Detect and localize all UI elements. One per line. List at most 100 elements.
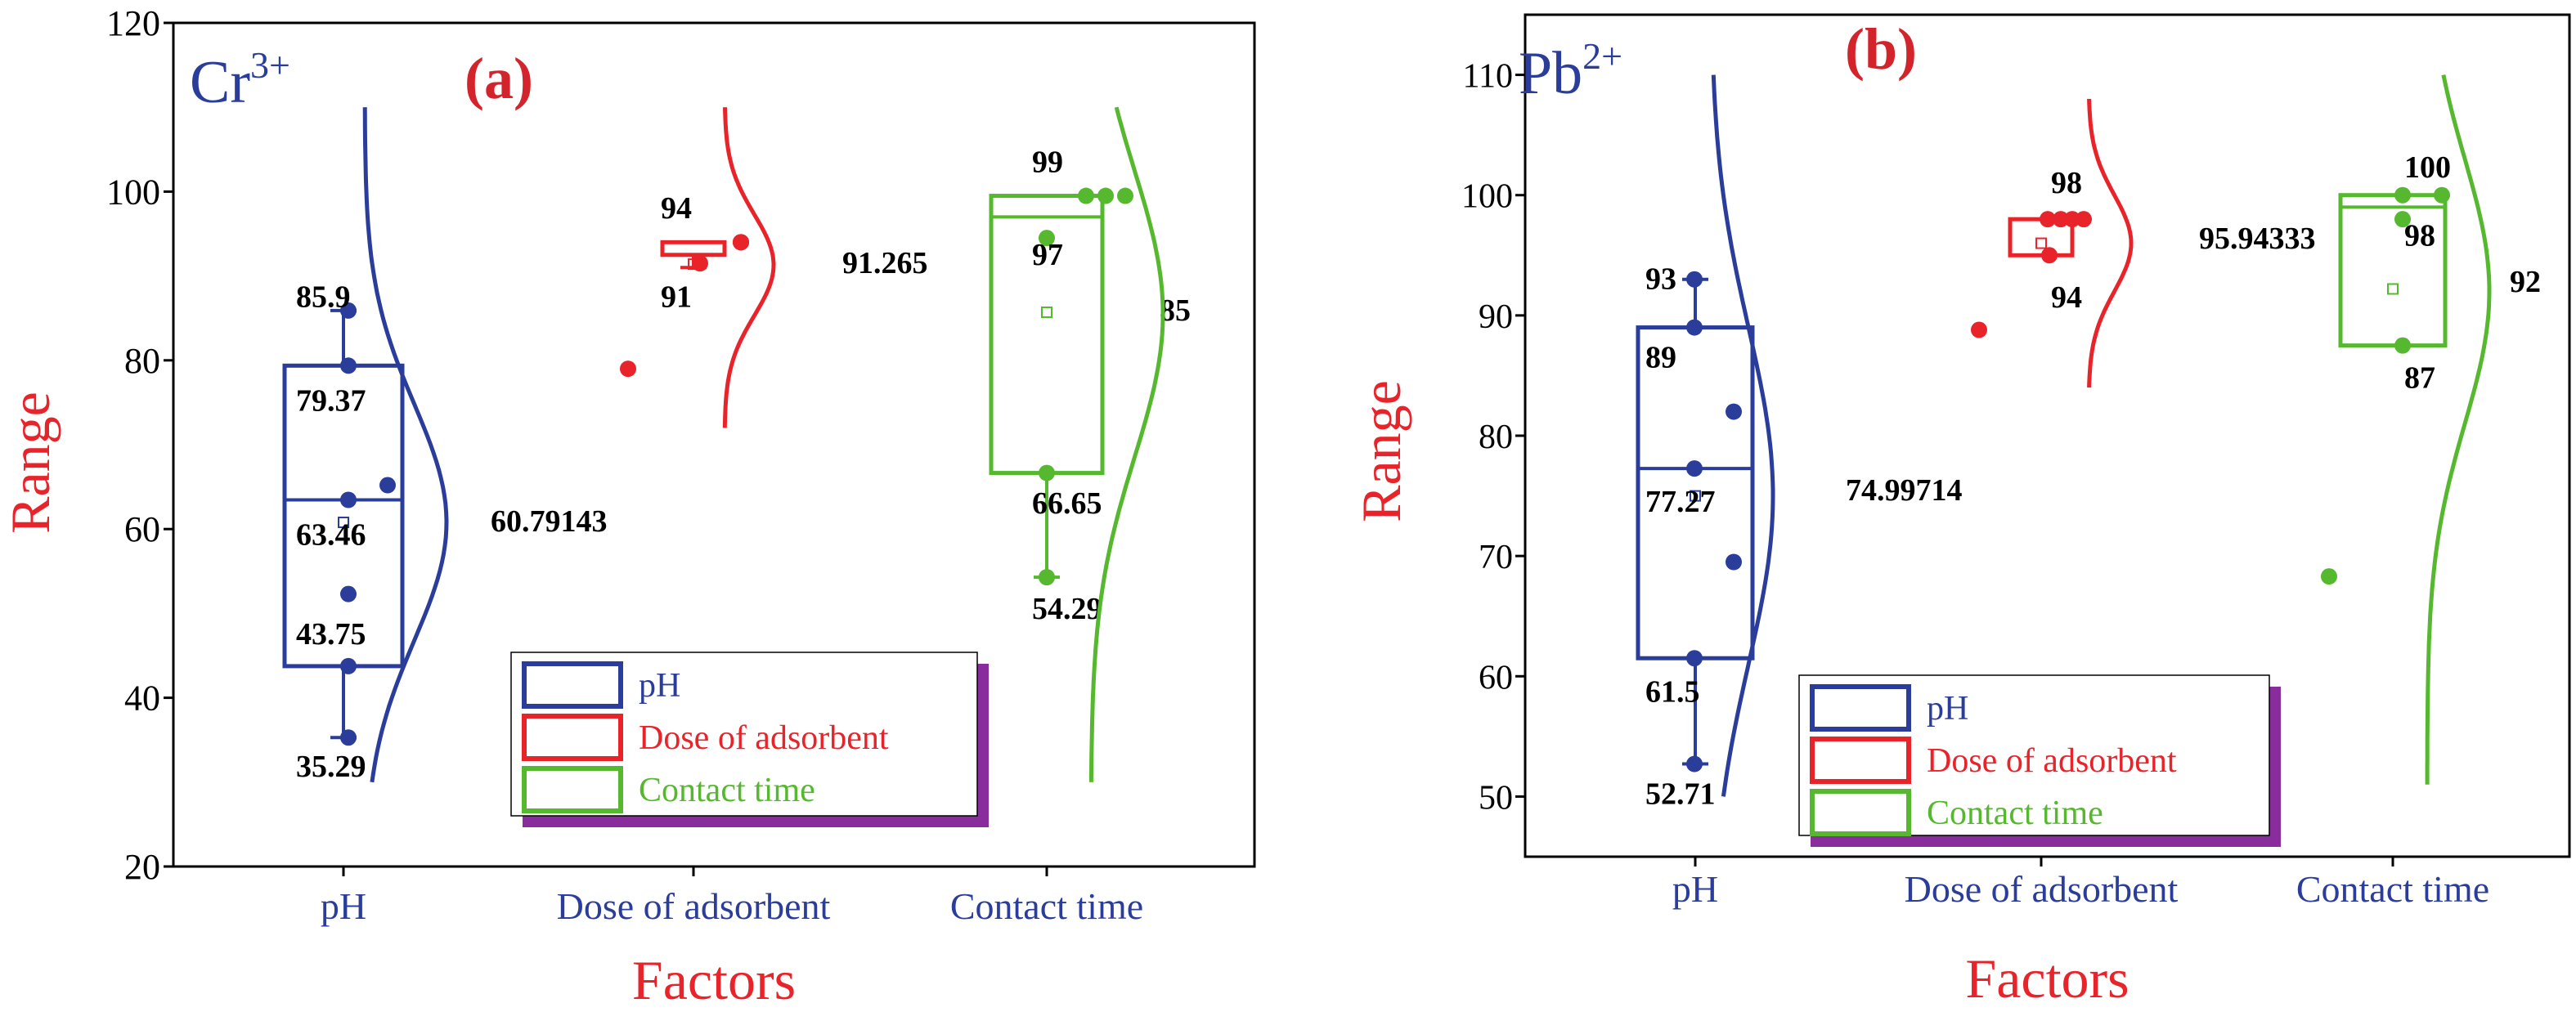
- distribution-curve: [722, 107, 776, 428]
- data-point: [1117, 187, 1133, 204]
- data-point: [2076, 211, 2092, 228]
- series-dose-of-adsorbent: 98 94 95.94333: [1971, 98, 2316, 388]
- legend-label: Contact time: [639, 772, 815, 809]
- legend-box: [510, 652, 978, 817]
- data-point: [340, 729, 357, 746]
- y-tick-label: 20: [124, 847, 160, 887]
- data-point: [1078, 187, 1094, 204]
- point-label: 87: [2404, 360, 2435, 395]
- distribution-curve: [362, 107, 449, 783]
- data-point: [2040, 211, 2056, 228]
- point-label: 99: [1032, 145, 1063, 179]
- mean-marker: [2387, 283, 2399, 295]
- y-tick-label: 80: [1479, 419, 1513, 456]
- y-tick-label: 100: [1461, 178, 1513, 216]
- point-label: 43.75: [296, 617, 366, 652]
- y-tick-label: 50: [1479, 779, 1513, 817]
- point-label: 66.65: [1032, 486, 1102, 521]
- panel-label: (a): [464, 46, 533, 111]
- x-tick-label: Contact time: [2296, 868, 2489, 910]
- data-point: [2394, 211, 2411, 228]
- mean-marker: [1690, 490, 1701, 502]
- x-axis-title: Factors: [1965, 947, 2129, 1010]
- data-point: [340, 585, 357, 602]
- legend-label: Contact time: [1927, 795, 2103, 832]
- point-label: 89: [1645, 340, 1676, 374]
- data-point: [1039, 464, 1055, 481]
- point-label: 85.9: [296, 280, 351, 314]
- data-point: [620, 360, 636, 378]
- y-axis-title: Range: [1350, 380, 1412, 522]
- x-tick-label: Contact time: [950, 885, 1143, 927]
- data-point: [1039, 230, 1055, 247]
- point-label: 54.29: [1032, 592, 1102, 626]
- ion-base: Cr: [190, 49, 250, 116]
- legend-swatch: [1810, 789, 1911, 836]
- ion-base: Pb: [1519, 40, 1582, 107]
- legend-swatch: [1810, 737, 1911, 784]
- legend-swatch: [522, 661, 623, 709]
- plot-frame: [172, 21, 1256, 868]
- mean-value-label: 92: [2510, 265, 2541, 299]
- point-label: 93: [1645, 262, 1676, 297]
- data-point: [2434, 186, 2450, 204]
- series-ph: 93 89 77.27 61.5 52.71 74.99714: [1636, 74, 1963, 811]
- x-tick-label: pH: [321, 885, 366, 927]
- point-label: 98: [2404, 219, 2435, 253]
- distribution-curve: [2087, 98, 2134, 388]
- series-dose-of-adsorbent: 94 91 91.265: [620, 107, 928, 428]
- y-tick-label: 110: [1463, 58, 1513, 96]
- data-point: [2394, 337, 2411, 354]
- y-tick-label: 60: [124, 509, 160, 549]
- mean-value-label: 74.99714: [1846, 473, 1963, 508]
- legend-label: pH: [1927, 690, 1968, 728]
- ion-label: Pb2+: [1519, 35, 1622, 107]
- legend: pH Dose of adsorbent Contact time: [510, 652, 989, 827]
- legend-box: [1798, 674, 2270, 836]
- data-point: [1726, 553, 1742, 571]
- series-ph: 85.9 79.37 63.46 43.75 35.29 60.79143: [282, 107, 608, 784]
- legend-label: Dose of adsorbent: [639, 719, 889, 757]
- y-tick-label: 120: [106, 3, 160, 43]
- data-point: [2041, 247, 2058, 264]
- data-point: [1686, 755, 1703, 772]
- legend-swatch: [1810, 684, 1911, 732]
- data-point: [2064, 211, 2080, 228]
- panel-a: 20 40 60 80 100 120 pH Dose of adsorbent Contact…: [0, 3, 1256, 1011]
- y-tick-label: 80: [124, 341, 160, 381]
- ion-charge: 2+: [1582, 35, 1622, 77]
- legend-label: Dose of adsorbent: [1927, 742, 2177, 780]
- x-tick-label: pH: [1672, 868, 1718, 910]
- box: [2338, 193, 2448, 348]
- data-point: [2321, 568, 2337, 585]
- point-label: 98: [2051, 166, 2082, 200]
- data-point: [1686, 319, 1703, 336]
- mean-marker: [338, 517, 349, 529]
- data-point: [1097, 187, 1114, 204]
- legend-swatch: [522, 714, 623, 761]
- y-tick-label: 60: [1479, 659, 1513, 696]
- panel-b: 50 60 70 80 90 100 110 pH Dose of adsorbent Conta…: [1350, 13, 2571, 1010]
- x-tick-label: Dose of adsorbent: [557, 885, 831, 927]
- y-axis-title: Range: [0, 392, 61, 534]
- data-point: [1686, 460, 1703, 477]
- mean-marker: [1041, 306, 1052, 318]
- mean-value-label: 60.79143: [491, 504, 608, 539]
- mean-marker: [2035, 237, 2047, 249]
- point-label: 94: [661, 191, 692, 226]
- data-point: [340, 357, 357, 374]
- x-axis-title: Factors: [632, 949, 796, 1011]
- y-tick-label: 100: [106, 172, 160, 212]
- point-label: 35.29: [296, 750, 366, 784]
- distribution-curve: [1088, 106, 1165, 782]
- mean-value-label: 91.265: [842, 246, 928, 280]
- data-point: [1686, 650, 1703, 667]
- mean-value-label: 95.94333: [2199, 222, 2316, 256]
- panel-label: (b): [1845, 16, 1917, 82]
- data-point: [340, 657, 357, 674]
- point-label: 91: [661, 280, 692, 314]
- point-label: 79.37: [296, 383, 366, 418]
- point-label: 94: [2051, 280, 2082, 315]
